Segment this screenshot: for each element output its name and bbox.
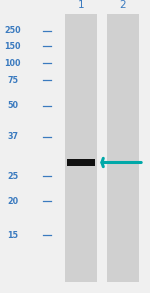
Text: 37: 37 (7, 132, 18, 141)
Text: 150: 150 (4, 42, 21, 51)
Text: 50: 50 (7, 101, 18, 110)
Text: 250: 250 (4, 26, 21, 35)
Text: 100: 100 (4, 59, 21, 68)
Text: 1: 1 (78, 0, 84, 10)
Bar (65, 14, 97, 282)
Bar (67, 159, 95, 166)
Text: 75: 75 (7, 76, 18, 85)
Text: 25: 25 (7, 171, 18, 180)
Bar (107, 14, 139, 282)
Text: 2: 2 (120, 0, 126, 10)
Text: 15: 15 (7, 231, 18, 240)
Text: 20: 20 (7, 197, 18, 206)
